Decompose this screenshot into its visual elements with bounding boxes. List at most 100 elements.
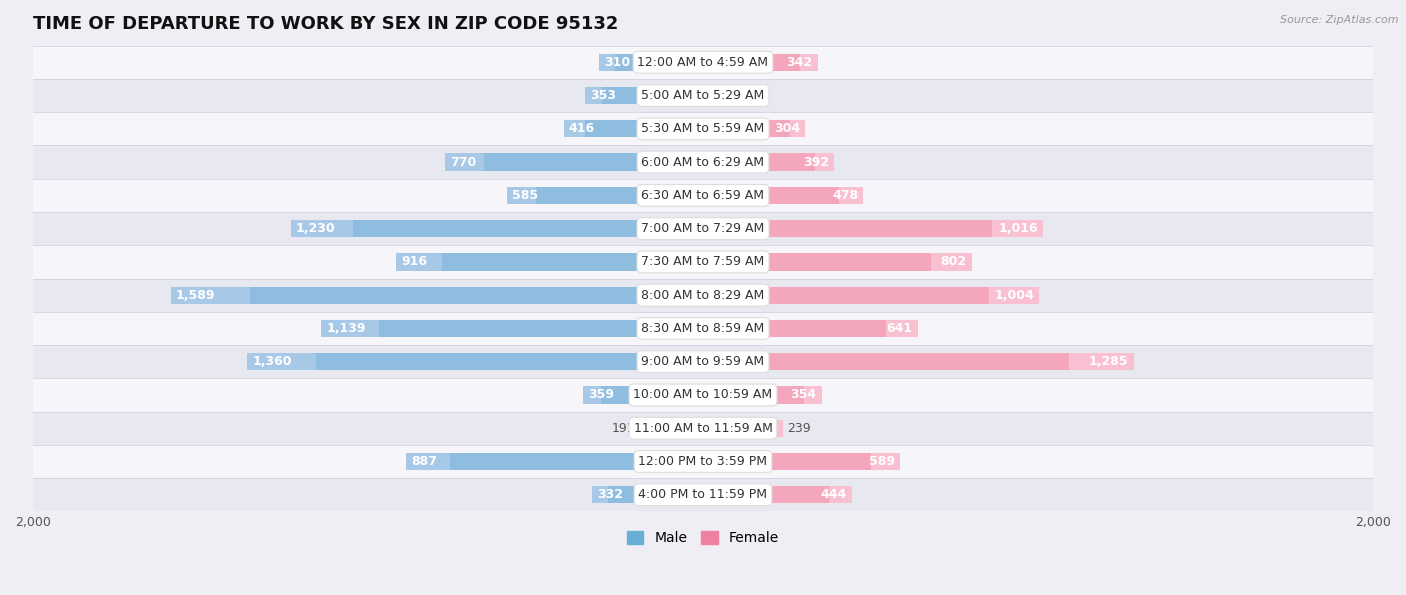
Text: 887: 887 bbox=[411, 455, 437, 468]
Bar bbox=[703, 419, 770, 437]
Text: 1,004: 1,004 bbox=[994, 289, 1035, 302]
Bar bbox=[585, 87, 703, 104]
Bar bbox=[592, 486, 703, 503]
Bar bbox=[247, 353, 703, 370]
Bar bbox=[32, 312, 1374, 345]
Bar bbox=[508, 187, 703, 204]
Bar bbox=[703, 187, 863, 204]
Bar bbox=[396, 253, 703, 271]
Bar bbox=[32, 145, 1374, 178]
Bar bbox=[32, 245, 1374, 278]
Bar bbox=[537, 187, 703, 204]
Text: 12:00 AM to 4:59 AM: 12:00 AM to 4:59 AM bbox=[637, 56, 769, 69]
Text: 12:00 PM to 3:59 PM: 12:00 PM to 3:59 PM bbox=[638, 455, 768, 468]
Text: 8:30 AM to 8:59 AM: 8:30 AM to 8:59 AM bbox=[641, 322, 765, 335]
Bar bbox=[170, 287, 703, 304]
Bar bbox=[703, 220, 1043, 237]
Text: 916: 916 bbox=[401, 255, 427, 268]
Text: TIME OF DEPARTURE TO WORK BY SEX IN ZIP CODE 95132: TIME OF DEPARTURE TO WORK BY SEX IN ZIP … bbox=[32, 15, 619, 33]
Bar bbox=[32, 46, 1374, 79]
Bar bbox=[32, 278, 1374, 312]
Bar bbox=[614, 54, 703, 71]
Bar bbox=[703, 287, 988, 304]
Text: 802: 802 bbox=[941, 255, 967, 268]
Bar bbox=[353, 220, 703, 237]
Bar bbox=[638, 419, 703, 437]
Bar bbox=[599, 54, 703, 71]
Bar bbox=[564, 120, 703, 137]
Bar bbox=[450, 453, 703, 470]
Bar bbox=[603, 87, 703, 104]
Bar bbox=[703, 287, 1039, 304]
Bar bbox=[703, 353, 1069, 370]
Bar bbox=[703, 419, 783, 437]
Bar bbox=[32, 112, 1374, 145]
Bar bbox=[582, 386, 703, 403]
Bar bbox=[378, 320, 703, 337]
Bar bbox=[600, 386, 703, 403]
Bar bbox=[703, 386, 804, 403]
Text: Source: ZipAtlas.com: Source: ZipAtlas.com bbox=[1281, 15, 1399, 25]
Text: 304: 304 bbox=[773, 123, 800, 135]
Text: 1,230: 1,230 bbox=[295, 222, 336, 235]
Text: 10:00 AM to 10:59 AM: 10:00 AM to 10:59 AM bbox=[634, 389, 772, 402]
Bar bbox=[703, 154, 814, 171]
Text: 117: 117 bbox=[747, 89, 770, 102]
Bar bbox=[703, 87, 742, 104]
Text: 191: 191 bbox=[612, 422, 636, 435]
Bar bbox=[585, 120, 703, 137]
Text: 7:30 AM to 7:59 AM: 7:30 AM to 7:59 AM bbox=[641, 255, 765, 268]
Bar bbox=[316, 353, 703, 370]
Text: 585: 585 bbox=[512, 189, 538, 202]
Text: 1,589: 1,589 bbox=[176, 289, 215, 302]
Text: 239: 239 bbox=[787, 422, 811, 435]
Bar bbox=[703, 353, 1133, 370]
Text: 416: 416 bbox=[568, 123, 595, 135]
Text: 7:00 AM to 7:29 AM: 7:00 AM to 7:29 AM bbox=[641, 222, 765, 235]
Text: 770: 770 bbox=[450, 156, 477, 168]
Bar bbox=[703, 453, 870, 470]
Bar bbox=[703, 120, 790, 137]
Bar bbox=[703, 187, 839, 204]
Bar bbox=[703, 486, 830, 503]
Bar bbox=[484, 154, 703, 171]
Bar bbox=[703, 220, 993, 237]
Bar bbox=[32, 378, 1374, 412]
Text: 332: 332 bbox=[596, 488, 623, 501]
Text: 11:00 AM to 11:59 AM: 11:00 AM to 11:59 AM bbox=[634, 422, 772, 435]
Bar bbox=[32, 345, 1374, 378]
Text: 4:00 PM to 11:59 PM: 4:00 PM to 11:59 PM bbox=[638, 488, 768, 501]
Text: 1,360: 1,360 bbox=[253, 355, 292, 368]
Text: 392: 392 bbox=[803, 156, 830, 168]
Bar bbox=[446, 154, 703, 171]
Bar bbox=[250, 287, 703, 304]
Text: 6:30 AM to 6:59 AM: 6:30 AM to 6:59 AM bbox=[641, 189, 765, 202]
Text: 5:30 AM to 5:59 AM: 5:30 AM to 5:59 AM bbox=[641, 123, 765, 135]
Bar bbox=[32, 478, 1374, 511]
Bar bbox=[703, 54, 800, 71]
Bar bbox=[703, 486, 852, 503]
Bar bbox=[609, 486, 703, 503]
Text: 8:00 AM to 8:29 AM: 8:00 AM to 8:29 AM bbox=[641, 289, 765, 302]
Bar bbox=[648, 419, 703, 437]
Text: 478: 478 bbox=[832, 189, 858, 202]
Bar bbox=[291, 220, 703, 237]
Bar bbox=[703, 320, 886, 337]
Text: 589: 589 bbox=[869, 455, 896, 468]
Bar bbox=[322, 320, 703, 337]
Text: 1,139: 1,139 bbox=[326, 322, 366, 335]
Text: 354: 354 bbox=[790, 389, 817, 402]
Text: 342: 342 bbox=[786, 56, 813, 69]
Bar bbox=[32, 212, 1374, 245]
Text: 9:00 AM to 9:59 AM: 9:00 AM to 9:59 AM bbox=[641, 355, 765, 368]
Bar bbox=[703, 54, 817, 71]
Text: 641: 641 bbox=[887, 322, 912, 335]
Text: 5:00 AM to 5:29 AM: 5:00 AM to 5:29 AM bbox=[641, 89, 765, 102]
Text: 6:00 AM to 6:29 AM: 6:00 AM to 6:29 AM bbox=[641, 156, 765, 168]
Bar bbox=[32, 445, 1374, 478]
Bar bbox=[703, 154, 834, 171]
Bar bbox=[32, 79, 1374, 112]
Text: 1,285: 1,285 bbox=[1088, 355, 1129, 368]
Bar bbox=[703, 253, 972, 271]
Text: 359: 359 bbox=[588, 389, 614, 402]
